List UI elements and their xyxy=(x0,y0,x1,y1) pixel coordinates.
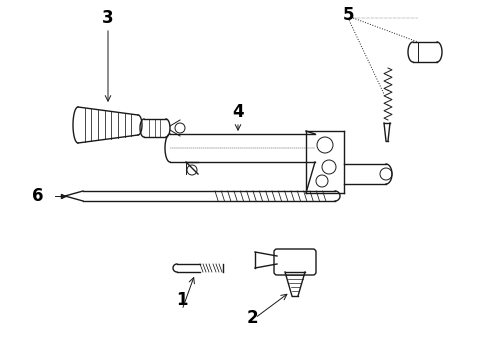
Text: 4: 4 xyxy=(232,103,244,121)
Text: 1: 1 xyxy=(176,291,188,309)
Text: 2: 2 xyxy=(246,309,258,327)
Text: 3: 3 xyxy=(102,9,114,27)
Text: 6: 6 xyxy=(32,187,44,205)
Text: 5: 5 xyxy=(342,6,354,24)
